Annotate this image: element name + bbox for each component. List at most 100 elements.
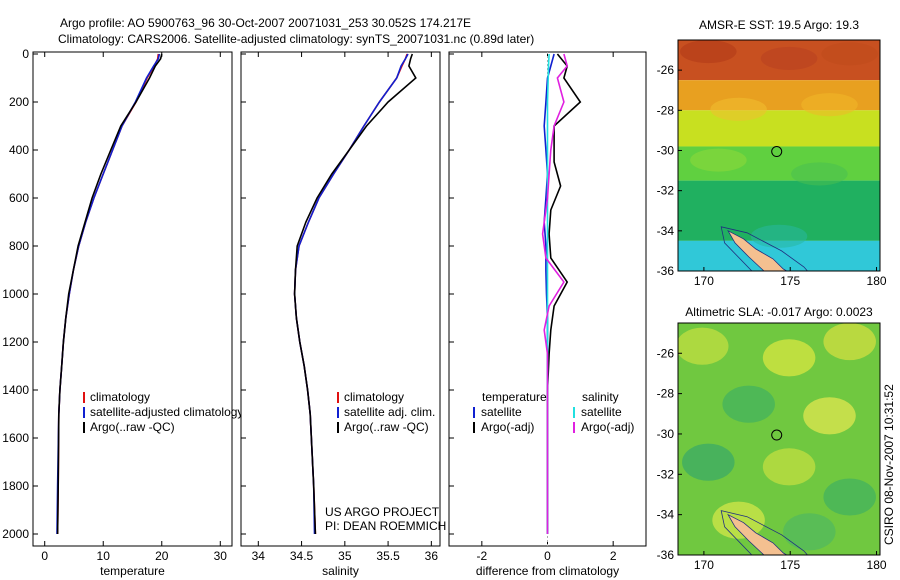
y-tick-label: -30 — [657, 143, 675, 157]
y-tick-label: 400 — [9, 143, 29, 157]
legend-title: temperature — [482, 390, 547, 404]
legend-label: Argo(..raw -QC) — [344, 420, 429, 434]
x-tick-label: 34.5 — [290, 549, 314, 563]
y-tick-label: 1600 — [2, 431, 29, 445]
legend-label: satellite — [581, 405, 622, 419]
sla-patch — [823, 323, 876, 361]
x-tick-label: 170 — [694, 558, 714, 572]
x-tick-label: 0 — [544, 549, 551, 563]
sla-patch — [762, 339, 816, 377]
sst-patch — [821, 42, 878, 66]
y-tick-label: -26 — [657, 346, 675, 360]
sst-patch — [680, 40, 737, 64]
x-tick-label: 180 — [867, 274, 887, 288]
sla-patch — [762, 448, 816, 486]
sla-patch — [823, 478, 876, 516]
x-tick-label: 175 — [780, 274, 800, 288]
x-tick-label: 175 — [780, 558, 800, 572]
coastline-shelf — [720, 510, 808, 555]
x-tick-label: 35 — [338, 549, 352, 563]
y-tick-label: -32 — [657, 184, 675, 198]
argo-location-marker — [771, 146, 783, 158]
y-tick-label: -28 — [657, 387, 675, 401]
x-tick-label: -2 — [476, 549, 487, 563]
landmass — [727, 513, 788, 555]
legend-label: satellite-adjusted climatology — [90, 405, 243, 419]
legend-title: salinity — [582, 390, 619, 404]
sst-band — [678, 110, 880, 147]
y-tick-label: 600 — [9, 191, 29, 205]
sla-patch — [678, 327, 729, 365]
plot-frame — [240, 51, 441, 547]
x-tick-label: 180 — [867, 558, 887, 572]
x-tick-label: 34 — [252, 549, 266, 563]
y-tick-label: -34 — [657, 224, 675, 238]
y-tick-label: 2000 — [2, 527, 29, 541]
y-tick-label: -26 — [657, 63, 675, 77]
argo-location-marker — [771, 429, 783, 441]
y-tick-label: 1200 — [2, 335, 29, 349]
sst-patch — [760, 46, 818, 71]
x-axis-label: difference from climatology — [476, 564, 619, 578]
sla-patch — [682, 443, 735, 481]
legend-label: Argo(-adj) — [481, 420, 534, 434]
sst-patch — [710, 97, 767, 121]
legend-label: Argo(-adj) — [581, 420, 634, 434]
legend-label: climatology — [344, 390, 404, 404]
legend-label: satellite adj. clim. — [344, 405, 435, 419]
legend-label: climatology — [90, 390, 150, 404]
map-title: AMSR-E SST: 19.5 Argo: 19.3 — [699, 18, 859, 32]
x-axis-label: salinity — [322, 564, 359, 578]
map-frame — [677, 322, 881, 556]
timestamp-label: CSIRO 08-Nov-2007 10:31:52 — [882, 384, 896, 545]
sla-patch — [722, 385, 775, 423]
pi-label: PI: DEAN ROEMMICH — [325, 519, 446, 533]
series-line-2 — [56, 53, 163, 535]
x-tick-label: 20 — [155, 549, 169, 563]
landmass — [727, 229, 788, 271]
y-tick-label: -34 — [657, 508, 675, 522]
sst-patch — [690, 148, 747, 172]
series-line-1 — [546, 53, 582, 534]
sst-patch — [791, 162, 848, 186]
x-tick-label: 36 — [425, 549, 439, 563]
sst-patch — [801, 93, 858, 117]
plot-frame — [32, 51, 233, 547]
y-tick-label: -36 — [657, 548, 675, 562]
coastline-shelf — [720, 226, 808, 271]
sla-patch — [803, 397, 856, 435]
sla-map-panel: Altimetric SLA: -0.017 Argo: 0.0023 170 17… — [657, 305, 887, 572]
y-tick-label: -30 — [657, 427, 675, 441]
map-field — [678, 40, 880, 271]
y-tick-label: -28 — [657, 103, 675, 117]
x-tick-label: 2 — [610, 549, 617, 563]
legend-label: satellite — [481, 405, 522, 419]
x-tick-label: 10 — [97, 549, 111, 563]
x-axis-label: temperature — [100, 564, 165, 578]
y-tick-label: 200 — [9, 95, 29, 109]
y-tick-label: -36 — [657, 264, 675, 278]
sst-map-panel: AMSR-E SST: 19.5 Argo: 19.3 170 175 180 -26 -… — [657, 18, 887, 288]
y-tick-label: 0 — [22, 47, 29, 61]
map-field — [678, 323, 880, 555]
y-tick-label: -32 — [657, 467, 675, 481]
x-tick-label: 30 — [214, 549, 228, 563]
y-tick-label: 1400 — [2, 383, 29, 397]
map-frame — [677, 39, 881, 272]
x-tick-label: 170 — [694, 274, 714, 288]
x-tick-label: 0 — [41, 549, 48, 563]
temperature-panel: 0 10 20 30 temperature 0 200 400 600 800 1000 1200 1… — [2, 47, 243, 578]
legend-label: Argo(..raw -QC) — [90, 420, 175, 434]
y-tick-label: 1800 — [2, 479, 29, 493]
series-line-2 — [293, 53, 417, 535]
map-title: Altimetric SLA: -0.017 Argo: 0.0023 — [685, 305, 873, 319]
y-tick-label: 1000 — [2, 287, 29, 301]
header-line1: Argo profile: AO 5900763_96 30-Oct-2007 … — [60, 16, 471, 30]
header-line2: Climatology: CARS2006. Satellite-adjuste… — [58, 32, 534, 46]
sla-patch — [783, 513, 836, 551]
x-tick-label: 35.5 — [376, 549, 400, 563]
sst-patch — [750, 224, 808, 248]
series-line-3 — [541, 53, 569, 534]
